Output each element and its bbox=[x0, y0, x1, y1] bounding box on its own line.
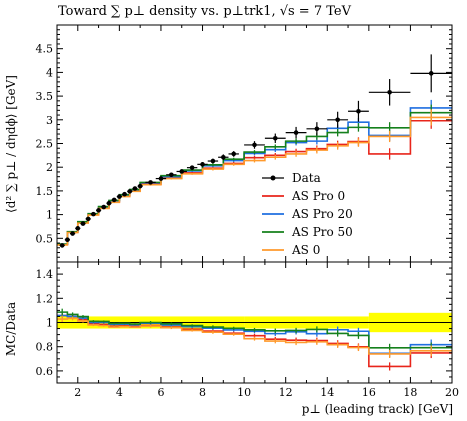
data-point bbox=[356, 108, 361, 114]
data-point bbox=[122, 191, 127, 197]
data-point bbox=[65, 237, 70, 243]
data-points-group bbox=[59, 54, 452, 248]
y-tick-label: 3 bbox=[46, 114, 53, 127]
ratio-y-tick-label: 0.8 bbox=[36, 341, 54, 354]
ratio-y-tick-label: 1.2 bbox=[36, 292, 54, 305]
data-point bbox=[137, 183, 143, 189]
data-point bbox=[210, 158, 216, 164]
y-tick-label: 2 bbox=[46, 161, 53, 174]
data-point bbox=[179, 169, 185, 174]
data-point bbox=[200, 162, 205, 167]
x-tick-label: 12 bbox=[279, 386, 293, 399]
main-plot-panel: 0.5 1 1.5 2 2.5 3 3.5 4 4.5 Data AS Pro 0 AS Pro 20… bbox=[36, 24, 453, 263]
ratio-y-tick-label: 1.4 bbox=[36, 268, 54, 281]
data-point bbox=[293, 130, 299, 135]
legend: Data AS Pro 0 AS Pro 20 AS Pro 50 AS 0 bbox=[262, 171, 353, 257]
data-point bbox=[111, 197, 117, 203]
data-point bbox=[101, 204, 107, 210]
x-tick-label: 14 bbox=[320, 386, 334, 399]
mc-series-line bbox=[57, 116, 452, 246]
x-tick-label: 16 bbox=[362, 386, 376, 399]
mc-ratio-line bbox=[57, 317, 452, 355]
ratio-plot-panel: 2 4 6 8 10 12 14 16 18 20 0.6 0.8 1 1.2 1.4 bbox=[36, 261, 459, 399]
data-point bbox=[75, 226, 81, 231]
data-point bbox=[314, 126, 320, 132]
data-point bbox=[106, 200, 112, 206]
x-axis-label: p⊥ (leading track) [GeV] bbox=[301, 402, 453, 416]
legend-label: AS 0 bbox=[291, 243, 320, 257]
mc-series-line bbox=[57, 119, 452, 246]
data-point bbox=[117, 194, 122, 199]
x-tick-label: 20 bbox=[445, 386, 459, 399]
data-point bbox=[59, 243, 65, 248]
data-point bbox=[127, 189, 133, 194]
legend-label: AS Pro 50 bbox=[291, 225, 353, 239]
data-point bbox=[252, 142, 257, 148]
data-point bbox=[132, 186, 138, 191]
x-tick-label: 18 bbox=[403, 386, 417, 399]
data-point bbox=[148, 180, 153, 185]
y-tick-label: 1.5 bbox=[36, 185, 54, 198]
mc-series-group bbox=[57, 99, 452, 246]
mc-ratio-group bbox=[57, 308, 452, 371]
y-tick-label: 1 bbox=[46, 209, 53, 222]
data-point bbox=[221, 154, 226, 160]
y-tick-label: 3.5 bbox=[36, 90, 54, 103]
data-point bbox=[169, 172, 174, 178]
legend-label: AS Pro 0 bbox=[291, 189, 345, 203]
y-tick-label: 4.5 bbox=[36, 43, 54, 56]
mc-series-line bbox=[57, 111, 452, 245]
x-tick-label: 2 bbox=[74, 386, 81, 399]
data-point bbox=[428, 71, 434, 76]
data-point bbox=[272, 135, 278, 141]
data-point bbox=[91, 211, 96, 217]
legend-data-marker bbox=[270, 175, 276, 181]
data-point bbox=[231, 151, 237, 157]
mc-ratio-line bbox=[57, 311, 452, 349]
data-point bbox=[189, 165, 195, 170]
data-point bbox=[387, 90, 392, 95]
x-tick-label: 8 bbox=[199, 386, 206, 399]
legend-data-label: Data bbox=[292, 171, 321, 185]
mc-ratio-line bbox=[57, 314, 452, 368]
ratio-y-tick-label: 0.6 bbox=[36, 365, 54, 378]
data-point bbox=[70, 231, 75, 236]
chart-title: Toward ∑ p⊥ density vs. p⊥trk1, √s = 7 T… bbox=[58, 4, 351, 19]
data-point bbox=[96, 208, 101, 213]
data-point bbox=[158, 176, 164, 181]
data-point bbox=[85, 216, 91, 222]
x-tick-label: 6 bbox=[157, 386, 164, 399]
legend-label: AS Pro 20 bbox=[291, 207, 353, 221]
y-tick-label: 0.5 bbox=[36, 232, 54, 245]
y-tick-label: 2.5 bbox=[36, 138, 54, 151]
y-tick-label: 4 bbox=[46, 66, 53, 79]
data-point bbox=[80, 221, 86, 226]
x-tick-label: 10 bbox=[237, 386, 251, 399]
ratio-y-tick-label: 1 bbox=[46, 317, 53, 330]
data-point bbox=[335, 117, 340, 123]
x-tick-label: 4 bbox=[116, 386, 123, 399]
